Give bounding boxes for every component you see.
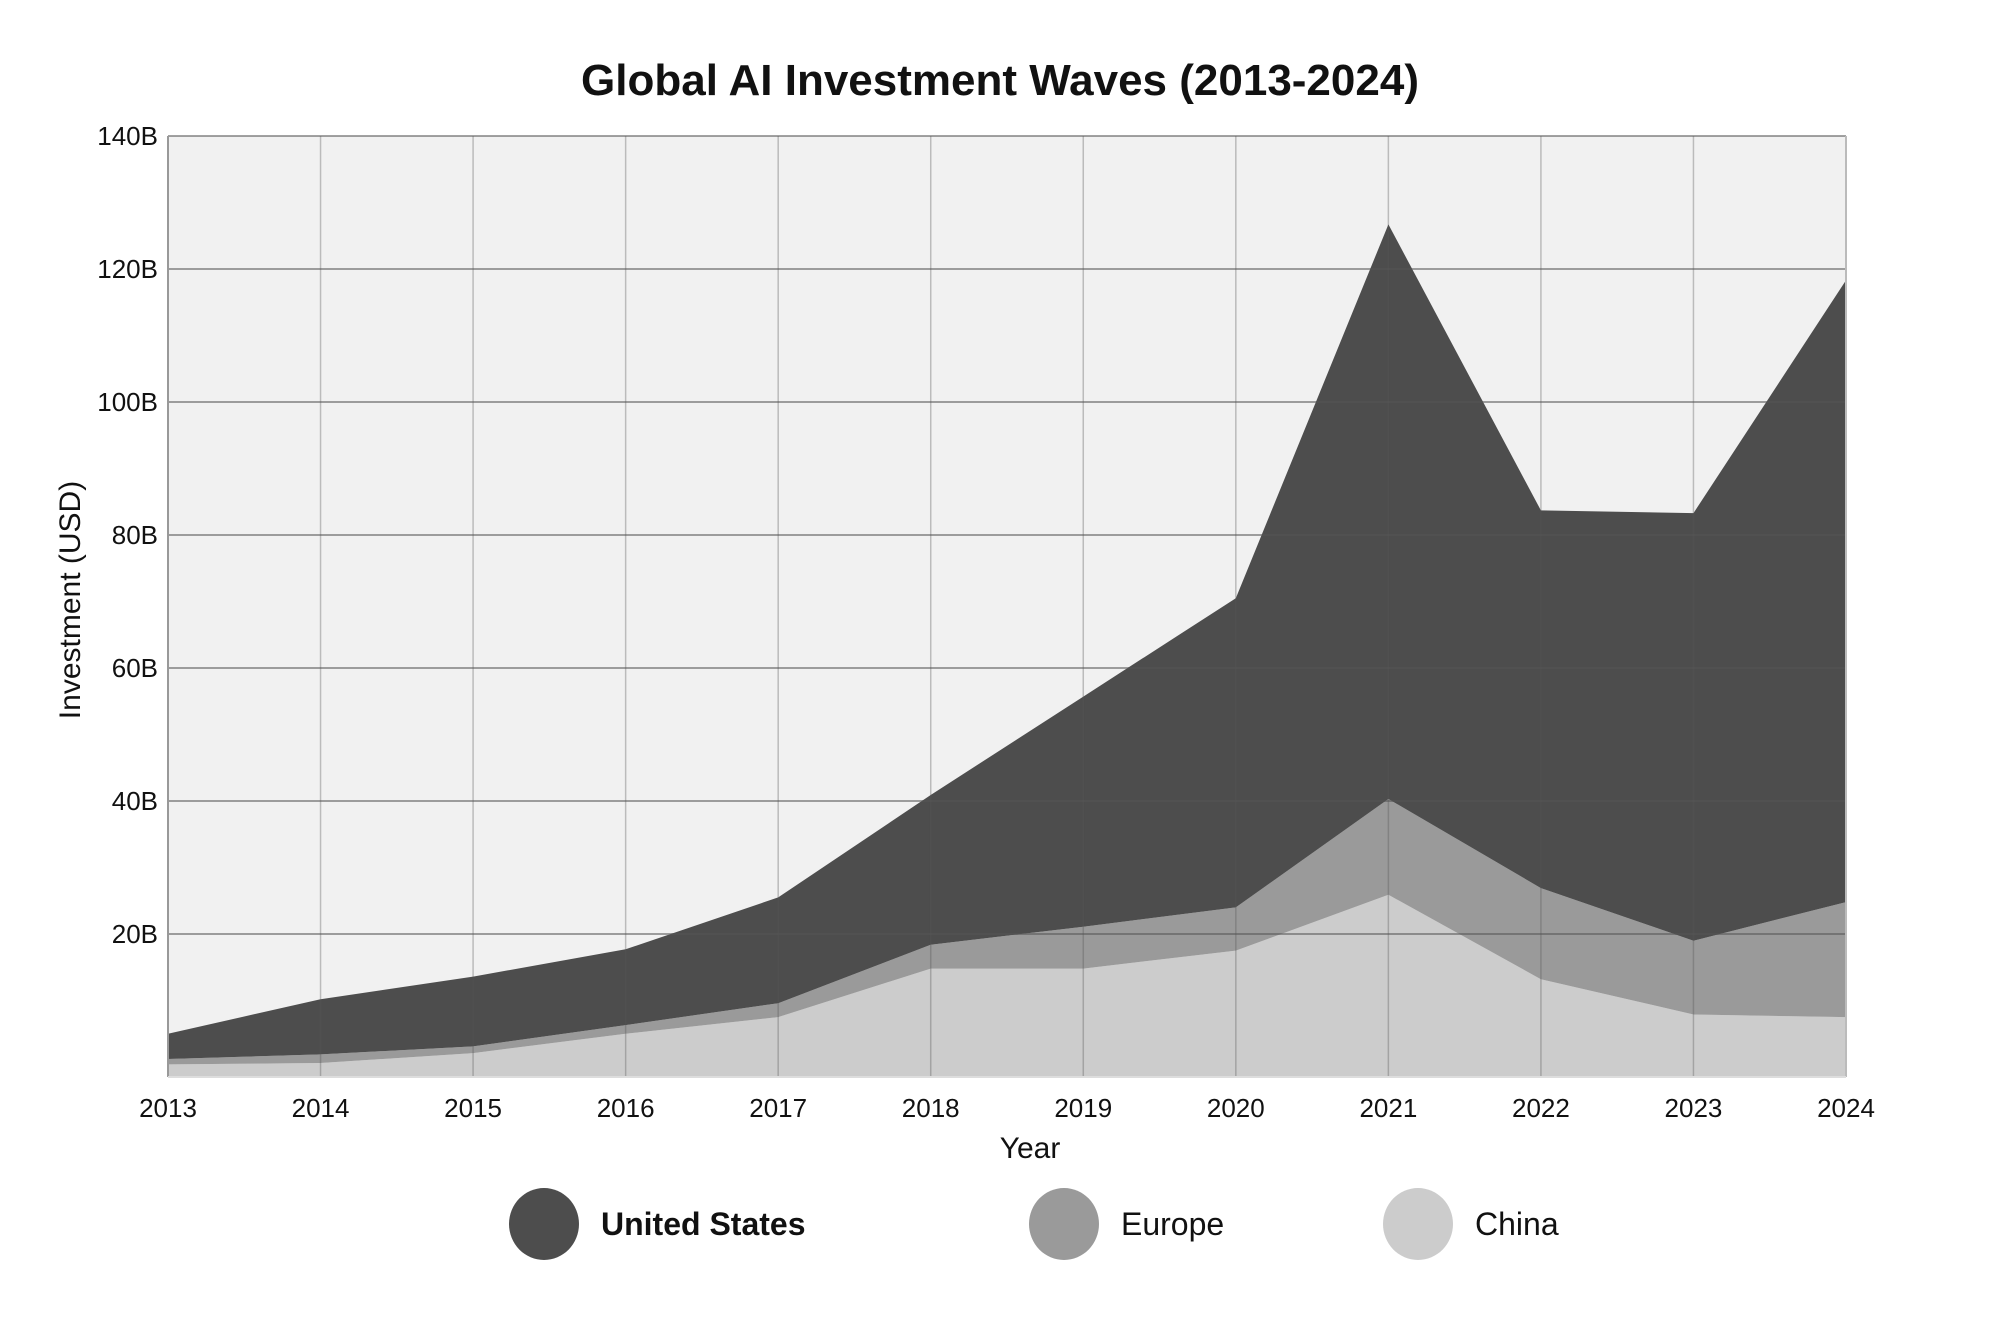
y-tick-label: 120B [97,254,158,284]
y-tick-label: 40B [112,786,158,816]
series-areas [168,224,1846,1077]
x-tick-label: 2018 [902,1093,960,1123]
x-tick-label: 2015 [444,1093,502,1123]
area-china [168,894,1846,1077]
y-tick-label: 100B [97,387,158,417]
x-tick-label: 2024 [1817,1093,1875,1123]
legend-item: United States [509,1188,805,1260]
x-tick-label: 2023 [1665,1093,1723,1123]
legend-swatch-icon [1383,1188,1453,1260]
area-united-states [168,224,1846,1059]
legend-swatch-icon [509,1188,579,1260]
area-europe [168,799,1846,1065]
x-tick-label: 2016 [597,1093,655,1123]
x-axis-label: Year [1000,1132,1061,1165]
legend: United States Europe China [509,1188,1559,1260]
chart-title: Global AI Investment Waves (2013-2024) [581,56,1419,105]
y-tick-label: 20B [112,919,158,949]
y-axis-label: Investment (USD) [54,481,87,719]
y-tick-label: 140B [97,121,158,151]
x-tick-label: 2020 [1207,1093,1265,1123]
legend-label: Europe [1121,1206,1224,1242]
x-tick-label: 2017 [749,1093,807,1123]
legend-item: China [1383,1188,1559,1260]
y-tick-labels: 20B 40B 60B 80B 100B 120B 140B [97,121,158,949]
y-tick-label: 80B [112,520,158,550]
legend-swatch-icon [1029,1188,1099,1260]
legend-label: United States [601,1206,805,1242]
gridlines [167,135,1847,1078]
x-tick-labels: 2013 2014 2015 2016 2017 2018 2019 2020 2021 2022… [139,1093,1875,1123]
legend-label: China [1475,1206,1559,1242]
x-tick-label: 2014 [292,1093,350,1123]
x-tick-label: 2019 [1054,1093,1112,1123]
x-tick-label: 2022 [1512,1093,1570,1123]
x-tick-label: 2013 [139,1093,197,1123]
legend-item: Europe [1029,1188,1224,1260]
y-tick-label: 60B [112,653,158,683]
x-tick-label: 2021 [1359,1093,1417,1123]
